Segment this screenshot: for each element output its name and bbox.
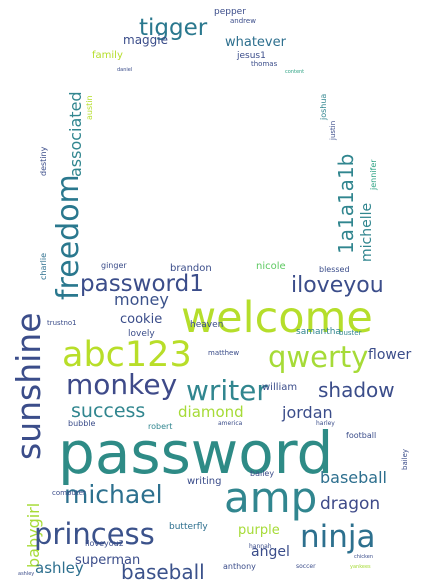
cloud-word: flower bbox=[368, 347, 412, 363]
cloud-word: princess bbox=[34, 517, 155, 551]
cloud-word: nicole bbox=[256, 261, 286, 272]
cloud-word: baseball bbox=[121, 560, 205, 580]
cloud-word: trustno1 bbox=[47, 319, 77, 327]
cloud-word: blessed bbox=[319, 265, 350, 274]
cloud-word: money bbox=[114, 290, 169, 309]
cloud-word: jordan bbox=[282, 403, 333, 422]
cloud-word: sunshine bbox=[9, 312, 48, 460]
cloud-word: hannah bbox=[249, 543, 272, 550]
cloud-word: destiny bbox=[39, 146, 48, 176]
cloud-word: password1 bbox=[80, 271, 204, 297]
cloud-word: purple bbox=[238, 523, 280, 538]
cloud-word: writer bbox=[186, 374, 268, 407]
cloud-word: chicken bbox=[354, 554, 374, 560]
cloud-word: monkey bbox=[66, 368, 178, 401]
cloud-word: tigger bbox=[139, 15, 208, 41]
cloud-word: anthony bbox=[223, 562, 256, 571]
cloud-word: bubble bbox=[68, 419, 96, 428]
cloud-word: family bbox=[92, 50, 123, 61]
cloud-word: jennifer bbox=[369, 159, 378, 190]
cloud-word: dragon bbox=[320, 494, 381, 514]
cloud-word: thomas bbox=[251, 60, 278, 68]
cloud-word: 1a1a1a1b bbox=[334, 153, 358, 254]
cloud-word: justin bbox=[329, 120, 337, 140]
cloud-word: shadow bbox=[318, 378, 395, 402]
cloud-word: bailey bbox=[401, 448, 409, 470]
cloud-word: joshua bbox=[319, 93, 328, 120]
cloud-word: soccer bbox=[296, 563, 316, 570]
cloud-word: jesus1 bbox=[237, 51, 266, 61]
cloud-word: whatever bbox=[225, 35, 286, 50]
cloud-word: angel bbox=[251, 544, 290, 560]
cloud-word: yankees bbox=[350, 564, 371, 570]
cloud-word: daniel bbox=[117, 67, 133, 73]
cloud-word: iloveyou2 bbox=[85, 539, 124, 548]
cloud-word: robert bbox=[148, 422, 173, 431]
cloud-word: bailey bbox=[250, 469, 275, 478]
cloud-word: ninja bbox=[300, 519, 376, 555]
cloud-word: superman bbox=[75, 553, 141, 568]
cloud-word: austin bbox=[85, 95, 94, 120]
cloud-word: andrew bbox=[230, 17, 256, 25]
cloud-word: football bbox=[346, 431, 377, 440]
cloud-word: samantha bbox=[296, 327, 341, 337]
cloud-word: michael bbox=[64, 480, 163, 509]
cloud-word: password bbox=[58, 419, 334, 487]
cloud-word: buster bbox=[339, 329, 362, 337]
cloud-word: cookie bbox=[120, 312, 163, 327]
cloud-word: ashley bbox=[35, 559, 84, 577]
cloud-word: computer bbox=[52, 489, 86, 497]
cloud-word: brandon bbox=[170, 263, 212, 274]
cloud-word: heaven bbox=[190, 320, 224, 330]
cloud-word: content bbox=[285, 69, 305, 75]
cloud-word: associated bbox=[66, 91, 85, 177]
cloud-word: america bbox=[218, 420, 243, 427]
cloud-word: iloveyou bbox=[291, 273, 384, 298]
cloud-word: william bbox=[262, 382, 298, 393]
cloud-word: welcome bbox=[181, 293, 373, 343]
cloud-word: michelle bbox=[359, 202, 375, 262]
cloud-word: charlie bbox=[39, 252, 48, 280]
cloud-word: amp bbox=[224, 473, 318, 522]
cloud-word: success bbox=[71, 400, 146, 422]
cloud-word: abc123 bbox=[62, 335, 192, 375]
cloud-word: ashley bbox=[18, 571, 35, 577]
cloud-word: diamond bbox=[178, 403, 244, 421]
cloud-word: lovely bbox=[128, 329, 155, 339]
cloud-word: pepper bbox=[214, 7, 246, 17]
cloud-word: maggie bbox=[123, 33, 168, 47]
cloud-word: harley bbox=[316, 420, 335, 427]
cloud-word: butterfly bbox=[169, 522, 208, 532]
cloud-word: baseball bbox=[320, 468, 387, 487]
cloud-word: writing bbox=[187, 476, 222, 487]
cloud-word: matthew bbox=[208, 349, 240, 357]
cloud-word: qwerty bbox=[268, 340, 369, 374]
cloud-word: ginger bbox=[101, 261, 127, 270]
